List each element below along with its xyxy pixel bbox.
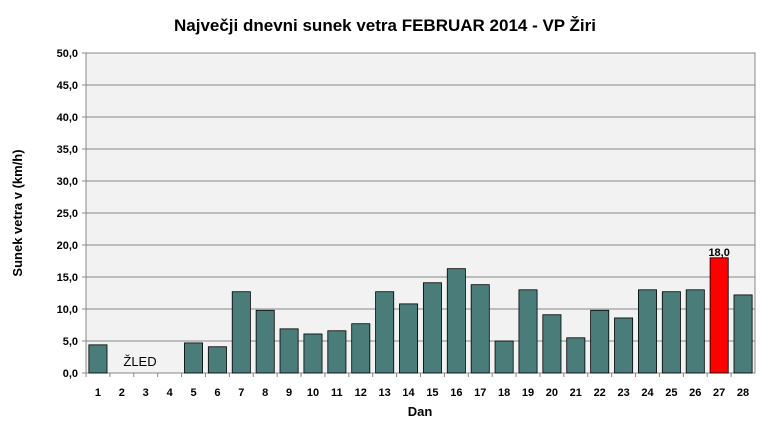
x-tick-label: 10: [307, 387, 319, 399]
bar: [422, 282, 442, 374]
x-tick-label: 18: [498, 387, 510, 399]
y-tick-label: 10,0: [57, 304, 78, 316]
bar: [590, 309, 610, 374]
x-tick-label: 20: [546, 387, 558, 399]
bar: [518, 289, 538, 374]
bar: [303, 333, 323, 374]
bar: [733, 294, 753, 374]
x-tick-label: 19: [522, 387, 534, 399]
y-tick-label: 50,0: [57, 48, 78, 60]
x-tick-label: 11: [331, 387, 343, 399]
bar: [614, 317, 634, 374]
x-tick-label: 17: [474, 387, 486, 399]
y-tick-label: 40,0: [57, 112, 78, 124]
x-tick-label: 6: [214, 387, 220, 399]
x-tick-label: 7: [238, 387, 244, 399]
x-tick-label: 22: [594, 387, 606, 399]
bar: [542, 314, 562, 374]
bar: [566, 337, 586, 374]
y-tick-label: 20,0: [57, 240, 78, 252]
bar: [255, 309, 275, 374]
bar: [184, 342, 203, 374]
bar: [685, 289, 705, 374]
y-tick-label: 25,0: [57, 208, 78, 220]
bar: [638, 289, 657, 374]
x-tick-label: 15: [426, 387, 438, 399]
x-tick-label: 9: [286, 387, 292, 399]
x-tick-label: 16: [450, 387, 462, 399]
bar: [88, 344, 108, 374]
bar: [327, 330, 347, 374]
y-tick-label: 35,0: [57, 144, 78, 156]
y-tick-label: 45,0: [57, 80, 78, 92]
x-tick-label: 28: [737, 387, 749, 399]
x-tick-label: 26: [689, 387, 701, 399]
x-tick-label: 23: [617, 387, 629, 399]
data-label: 18,0: [708, 247, 729, 259]
chart-title: Največji dnevni sunek vetra FEBRUAR 2014…: [174, 16, 596, 35]
y-tick-label: 15,0: [57, 272, 78, 284]
bar: [494, 340, 514, 374]
bar: [446, 268, 466, 374]
y-axis-label: Sunek vetra v (km/h): [10, 149, 25, 276]
x-tick-label: 2: [119, 387, 125, 399]
x-tick-label: 12: [355, 387, 367, 399]
y-tick-label: 5,0: [63, 336, 78, 348]
bar: [661, 291, 681, 374]
bar: [351, 323, 371, 374]
x-tick-label: 14: [402, 387, 415, 399]
x-tick-label: 13: [379, 387, 391, 399]
bars: 18,0: [88, 247, 753, 374]
x-axis-ticks: 1 2 3 4 5 6 7 8 9 10 11 12 13 14 15 16 17 18 19 20 21 22 23 24 2…: [85, 373, 749, 399]
x-tick-label: 24: [641, 387, 654, 399]
x-tick-label: 27: [713, 387, 725, 399]
x-tick-label: 4: [167, 387, 174, 399]
x-tick-label: 8: [262, 387, 268, 399]
y-tick-label: 0,0: [63, 368, 78, 380]
bar-highlight: [709, 257, 729, 374]
x-axis-label: Dan: [408, 404, 433, 419]
y-tick-label: 30,0: [57, 176, 78, 188]
bar: [470, 284, 490, 374]
x-tick-label: 1: [95, 387, 101, 399]
y-axis-ticks: 0,0 5,0 10,0 15,0 20,0 25,0 30,0 35,0 40,0 45,0 50…: [57, 48, 86, 380]
x-tick-label: 21: [570, 387, 582, 399]
bar: [231, 291, 251, 374]
bar: [399, 303, 419, 374]
zled-annotation: ŽLED: [123, 354, 156, 369]
x-tick-label: 5: [190, 387, 196, 399]
bar: [279, 328, 299, 374]
x-tick-label: 3: [143, 387, 149, 399]
x-tick-label: 25: [665, 387, 677, 399]
bar: [375, 291, 395, 374]
bar: [207, 346, 227, 374]
